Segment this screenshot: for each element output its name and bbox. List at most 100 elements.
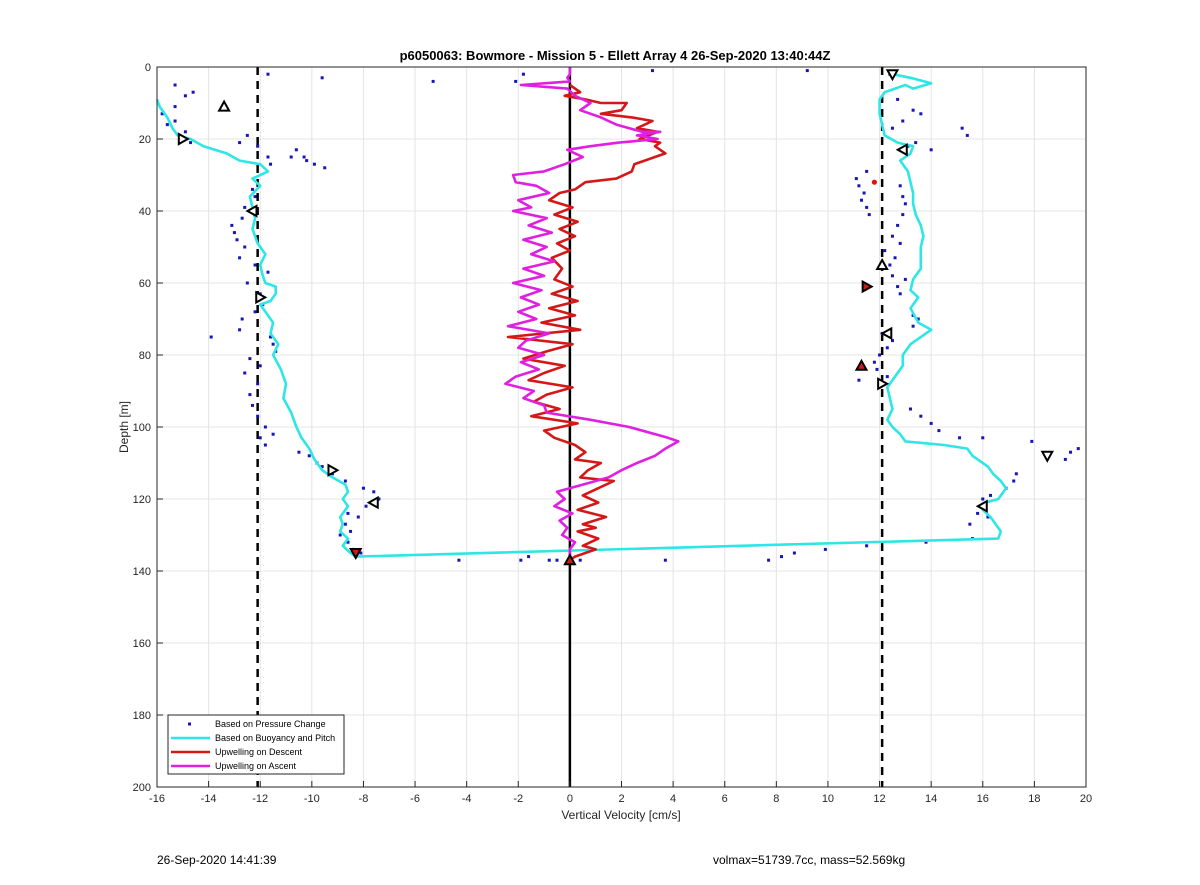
x-tick-label: 12 — [873, 793, 885, 805]
pressure-change-point — [663, 558, 667, 562]
pressure-change-point — [898, 241, 902, 245]
footer-timestamp: 26-Sep-2020 14:41:39 — [157, 853, 277, 867]
legend-label: Based on Pressure Change — [215, 719, 326, 729]
pressure-change-point — [903, 202, 907, 206]
pressure-change-point — [258, 436, 262, 440]
event-triangle-marker — [975, 499, 988, 513]
pressure-change-point — [958, 436, 962, 440]
pressure-change-point — [965, 133, 969, 137]
pressure-change-point — [266, 155, 270, 159]
x-tick-label: 8 — [773, 793, 779, 805]
pressure-change-point — [235, 238, 239, 242]
pressure-change-point — [1076, 447, 1080, 451]
pressure-change-point — [901, 195, 905, 199]
pressure-change-point — [253, 310, 257, 314]
pressure-change-point — [805, 69, 809, 73]
pressure-change-point — [1012, 479, 1016, 483]
event-triangle-marker — [327, 463, 340, 477]
pressure-change-point — [903, 277, 907, 281]
pressure-change-point — [901, 119, 905, 123]
pressure-change-point — [989, 493, 993, 497]
pressure-change-point — [191, 90, 195, 94]
pressure-change-point — [258, 364, 262, 368]
pressure-change-point — [302, 155, 306, 159]
event-triangle-marker — [366, 495, 379, 510]
chart-legend: Based on Pressure Change Based on Buoyanc… — [167, 714, 345, 775]
pressure-change-point — [243, 371, 247, 375]
pressure-change-point — [165, 123, 169, 127]
pressure-change-point — [240, 317, 244, 321]
pressure-change-point — [240, 216, 244, 220]
x-tick-label: -10 — [304, 793, 320, 805]
pressure-change-point — [250, 187, 254, 191]
plot-series — [155, 67, 1080, 562]
pressure-change-point — [160, 112, 164, 116]
event-triangle-marker — [877, 377, 890, 391]
y-tick-label: 0 — [145, 62, 151, 74]
pressure-change-point — [232, 231, 236, 235]
pressure-change-point — [521, 72, 525, 76]
pressure-change-point — [578, 558, 582, 562]
pressure-change-point — [650, 69, 654, 73]
event-triangle-marker — [245, 204, 258, 218]
pressure-change-point — [253, 195, 257, 199]
x-tick-label: 4 — [670, 793, 676, 805]
pressure-change-point — [245, 133, 249, 137]
event-triangle-marker — [1040, 450, 1054, 463]
pressure-change-point — [875, 367, 879, 371]
pressure-change-point — [914, 141, 918, 145]
pressure-change-point — [911, 324, 915, 328]
pressure-change-point — [890, 274, 894, 278]
pressure-change-point — [823, 547, 827, 551]
legend-swatch-scatter — [188, 722, 191, 726]
pressure-change-point — [929, 421, 933, 425]
pressure-change-point — [919, 414, 923, 418]
footer-parameters: volmax=51739.7cc, mass=52.569kg — [713, 853, 906, 867]
x-tick-label: -8 — [359, 793, 369, 805]
pressure-change-point — [1030, 439, 1034, 443]
y-tick-label: 200 — [133, 782, 151, 794]
pressure-change-point — [253, 263, 257, 267]
pressure-change-point — [266, 270, 270, 274]
pressure-change-point — [859, 198, 863, 202]
x-tick-label: -4 — [462, 793, 472, 805]
event-triangle-marker — [255, 290, 268, 305]
x-tick-label: -6 — [410, 793, 420, 805]
event-triangle-marker — [217, 99, 231, 112]
pressure-change-point — [896, 223, 900, 227]
pressure-change-point — [209, 335, 213, 339]
pressure-change-point — [307, 454, 311, 458]
event-triangle-marker — [895, 143, 908, 157]
pressure-change-point — [305, 159, 309, 163]
event-triangle-marker — [854, 358, 869, 371]
pressure-change-point — [792, 551, 796, 555]
pressure-change-point — [916, 317, 920, 321]
x-tick-label: 6 — [722, 793, 728, 805]
pressure-change-point — [555, 558, 559, 562]
pressure-change-point — [527, 555, 531, 559]
event-dot-marker — [871, 179, 877, 185]
pressure-change-point — [230, 223, 234, 227]
pressure-change-point — [883, 249, 887, 253]
pressure-change-point — [183, 130, 187, 134]
pressure-change-point — [256, 382, 260, 386]
pressure-change-point — [243, 205, 247, 209]
x-tick-label: 14 — [925, 793, 937, 805]
pressure-change-point — [854, 177, 858, 181]
y-tick-label: 180 — [133, 710, 151, 722]
pressure-change-point — [364, 504, 368, 508]
x-tick-label: -12 — [252, 793, 268, 805]
legend-box — [167, 714, 345, 775]
pressure-change-point — [779, 555, 783, 559]
x-tick-label: 10 — [822, 793, 834, 805]
pressure-change-point — [238, 328, 242, 332]
event-triangle-marker — [349, 548, 363, 561]
pressure-change-point — [173, 119, 177, 123]
series-upwelling-on-descent-line — [506, 83, 667, 562]
pressure-change-point — [173, 105, 177, 109]
pressure-change-point — [269, 162, 273, 166]
x-axis-label: Vertical Velocity [cm/s] — [561, 808, 680, 822]
pressure-change-point — [981, 497, 985, 501]
pressure-change-point — [890, 339, 894, 343]
